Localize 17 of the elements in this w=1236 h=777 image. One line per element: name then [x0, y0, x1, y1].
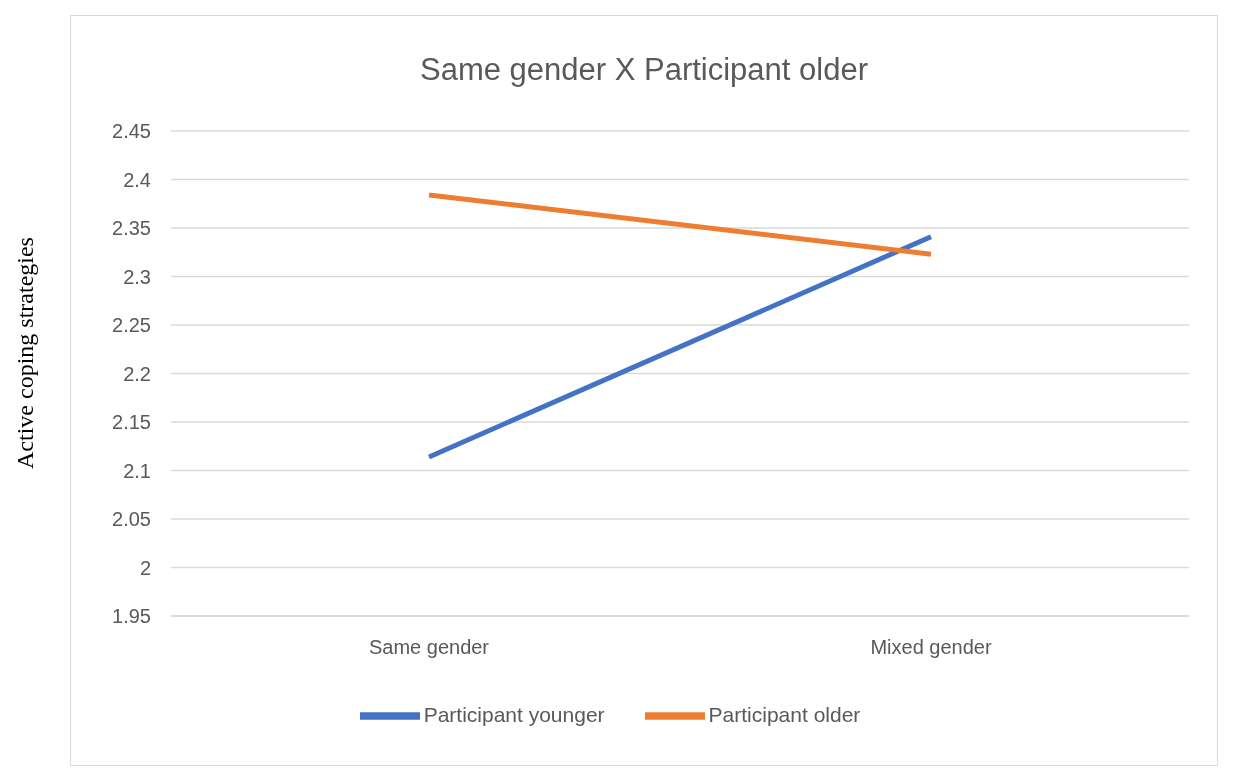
- legend-label: Participant younger: [423, 702, 605, 726]
- y-tick-label: 2: [139, 556, 151, 579]
- y-tick-label: 2.1: [123, 459, 151, 482]
- x-tick-label: Same gender: [368, 636, 490, 659]
- y-tick-label: 2.3: [123, 265, 151, 288]
- y-tick-label: 2.4: [123, 168, 151, 191]
- y-tick-label: 2.45: [112, 120, 151, 143]
- y-axis-title: Active coping strategies: [11, 237, 39, 469]
- y-tick-label: 2.05: [112, 508, 151, 531]
- y-tick-label: 2.15: [112, 411, 151, 434]
- y-tick-label: 1.95: [112, 605, 151, 628]
- y-tick-label: 2.25: [112, 314, 151, 337]
- y-tick-label: 2.35: [112, 217, 151, 240]
- legend-label: Participant older: [708, 702, 861, 726]
- y-tick-label: 2.2: [123, 362, 151, 385]
- chart-title: Same gender X Participant older: [418, 52, 869, 88]
- x-tick-label: Mixed gender: [870, 636, 992, 659]
